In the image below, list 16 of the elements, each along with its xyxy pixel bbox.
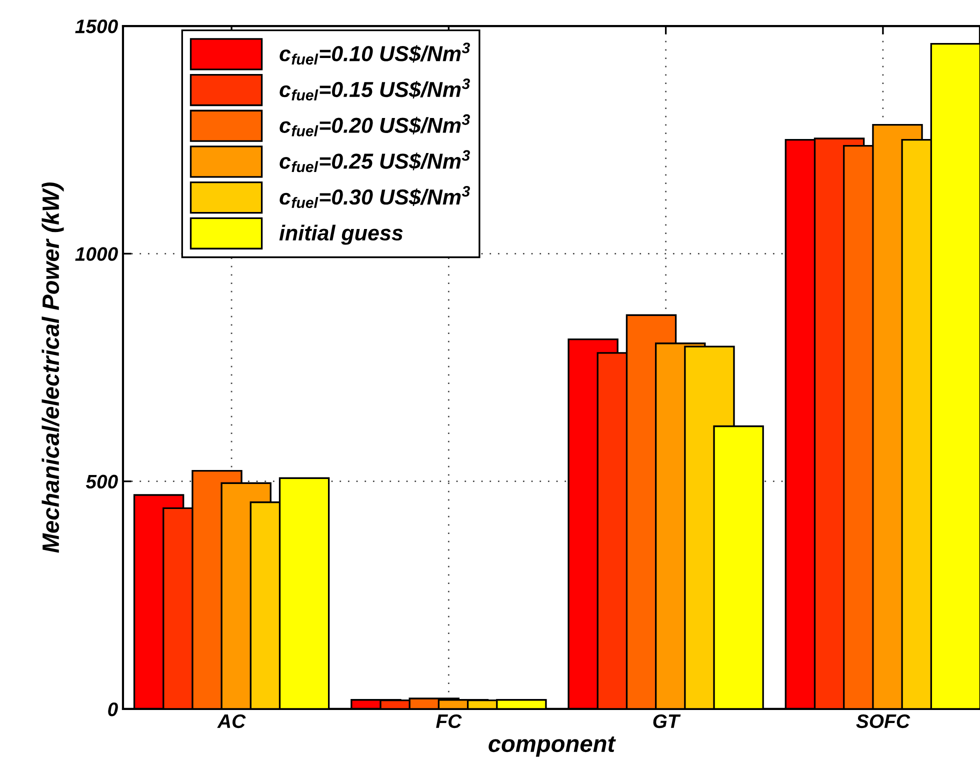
y-tick-label: 1500 (75, 19, 118, 34)
x-tick-label: FC (436, 714, 462, 728)
legend-label: c$_{fuel}$=0.30 US$/Nm$^{3}$ (280, 186, 470, 208)
y-tick-label: 0 (108, 702, 118, 716)
legend-label: initial guess (279, 224, 403, 245)
legend-label: c$_{fuel}$=0.20 US$/Nm$^{3}$ (280, 114, 470, 136)
x-tick-label: SOFC (856, 714, 910, 728)
legend-label: c$_{fuel}$=0.15 US$/Nm$^{3}$ (280, 78, 470, 100)
legend-label: c$_{fuel}$=0.25 US$/Nm$^{3}$ (280, 150, 470, 172)
legend-label: c$_{fuel}$=0.10 US$/Nm$^{3}$ (280, 42, 470, 65)
y-axis-title: Mechanical/electrical Power (kW) (42, 182, 64, 553)
x-tick-label: GT (653, 714, 681, 728)
x-tick-label: AC (217, 714, 246, 728)
x-axis-title: component (488, 736, 616, 757)
y-tick-label: 1000 (75, 247, 118, 261)
y-tick-label: 500 (86, 474, 118, 489)
